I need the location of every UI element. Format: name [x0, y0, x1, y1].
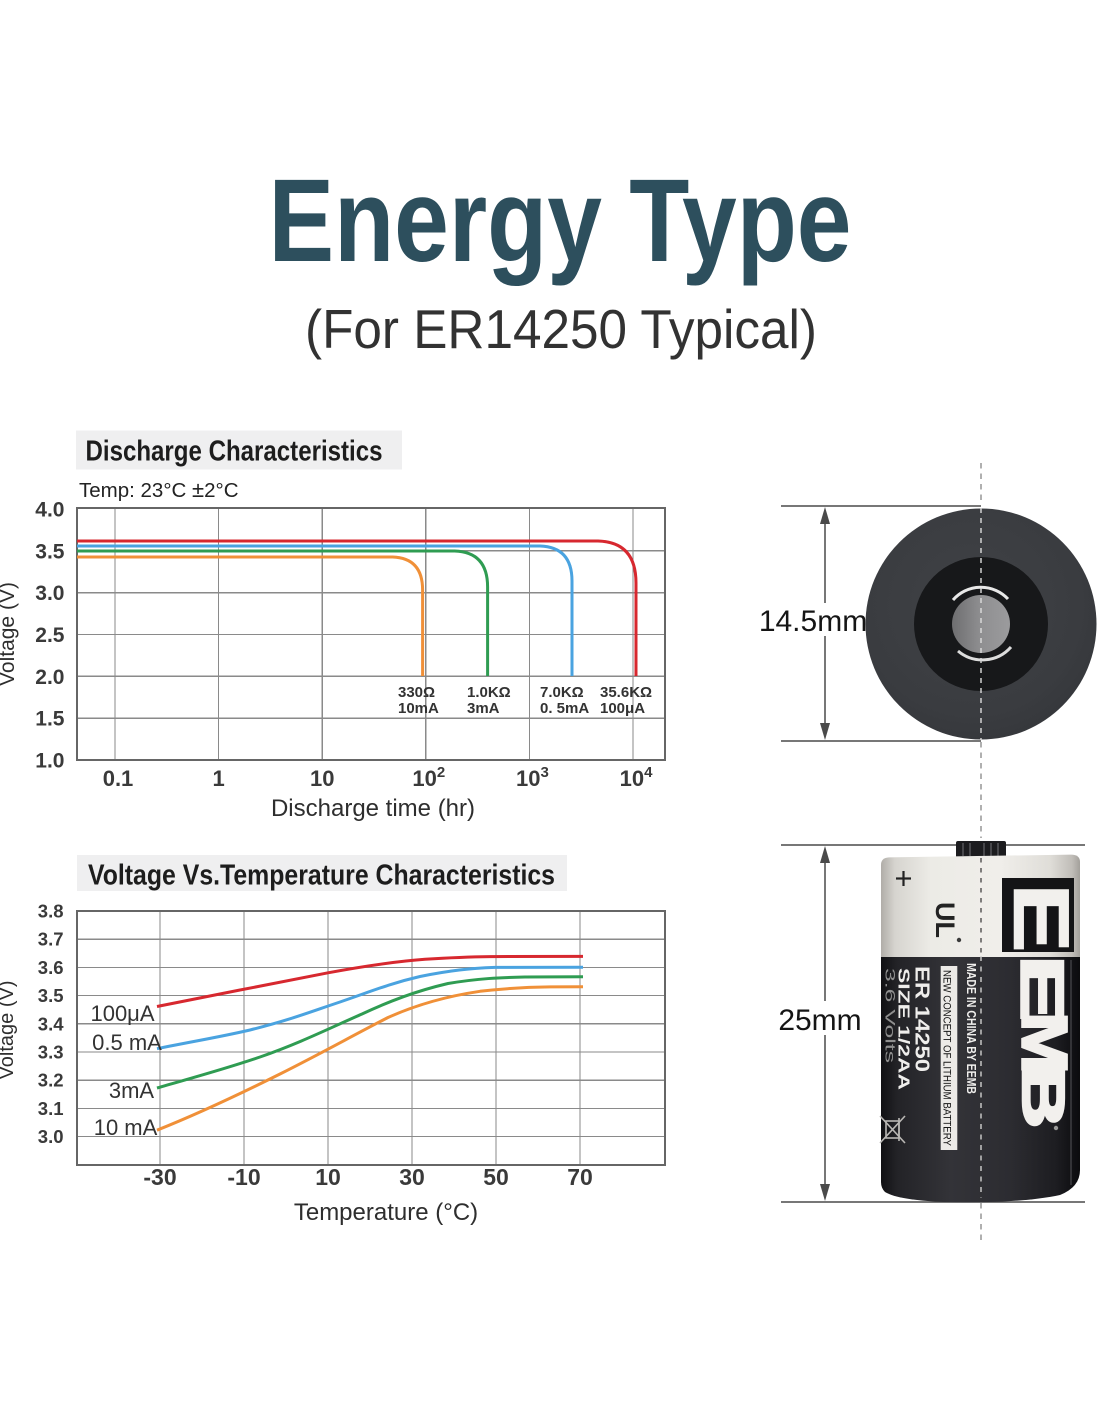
- svg-text:Energy Type: Energy Type: [269, 155, 852, 287]
- svg-text:M: M: [1009, 1012, 1081, 1074]
- svg-text:Discharge time (hr): Discharge time (hr): [271, 795, 475, 822]
- svg-text:330Ω: 330Ω: [398, 684, 435, 701]
- svg-text:50: 50: [483, 1164, 509, 1190]
- svg-text:35.6KΩ: 35.6KΩ: [600, 684, 652, 701]
- svg-text:0. 5mA: 0. 5mA: [540, 700, 589, 717]
- svg-text:3mA: 3mA: [467, 700, 500, 717]
- svg-text:Temperature (°C): Temperature (°C): [294, 1199, 478, 1226]
- svg-text:E: E: [1008, 955, 1076, 1020]
- svg-text:E: E: [998, 883, 1085, 952]
- svg-text:1.0: 1.0: [35, 750, 64, 773]
- svg-text:1.0KΩ: 1.0KΩ: [467, 684, 511, 701]
- svg-text:Temp: 23°C ±2°C: Temp: 23°C ±2°C: [79, 477, 239, 502]
- svg-text:3.3: 3.3: [38, 1042, 64, 1063]
- svg-text:-30: -30: [143, 1164, 176, 1190]
- svg-text:4.0: 4.0: [35, 499, 64, 522]
- svg-text:103: 103: [516, 764, 549, 791]
- svg-text:3.0: 3.0: [35, 582, 64, 605]
- svg-text:ER 14250: ER 14250: [911, 966, 933, 1072]
- svg-text:3.8: 3.8: [38, 901, 64, 922]
- svg-text:10 mA: 10 mA: [94, 1115, 158, 1140]
- svg-text:3.5: 3.5: [38, 985, 64, 1006]
- svg-text:(For ER14250 Typical): (For ER14250 Typical): [305, 298, 817, 360]
- svg-text:3.6 Volts: 3.6 Volts: [883, 968, 899, 1063]
- svg-text:2.5: 2.5: [35, 624, 65, 647]
- svg-text:3.5: 3.5: [35, 540, 65, 563]
- svg-text:10: 10: [310, 766, 334, 791]
- svg-text:2.0: 2.0: [35, 666, 64, 689]
- svg-text:3.7: 3.7: [38, 929, 64, 950]
- svg-text:UL: UL: [930, 902, 960, 938]
- svg-text:14.5mm: 14.5mm: [759, 605, 867, 638]
- svg-text:SIZE 1/2AA: SIZE 1/2AA: [895, 968, 912, 1091]
- svg-text:1.5: 1.5: [35, 708, 65, 731]
- svg-text:0.5 mA: 0.5 mA: [92, 1030, 162, 1055]
- svg-text:Discharge Characteristics: Discharge Characteristics: [86, 436, 383, 468]
- svg-text:3.0: 3.0: [38, 1126, 64, 1147]
- svg-text:0.1: 0.1: [103, 766, 134, 791]
- svg-text:100μA: 100μA: [600, 700, 645, 717]
- svg-text:NEW CONCEPT OF LITHIUM BATTERY: NEW CONCEPT OF LITHIUM BATTERY: [941, 970, 953, 1147]
- svg-text:1: 1: [212, 766, 224, 791]
- svg-text:102: 102: [412, 764, 445, 791]
- svg-text:Voltage (V): Voltage (V): [0, 582, 19, 686]
- svg-text:100μA: 100μA: [90, 1001, 154, 1026]
- svg-text:3.4: 3.4: [38, 1013, 64, 1034]
- svg-text:10mA: 10mA: [398, 700, 439, 717]
- svg-text:25mm: 25mm: [778, 1004, 861, 1037]
- svg-text:-10: -10: [227, 1164, 260, 1190]
- svg-text:3.2: 3.2: [38, 1070, 64, 1091]
- svg-text:Voltage (V): Voltage (V): [0, 981, 18, 1080]
- svg-text:B: B: [1010, 1065, 1076, 1129]
- svg-text:7.0KΩ: 7.0KΩ: [540, 684, 584, 701]
- svg-text:30: 30: [399, 1164, 425, 1190]
- svg-text:3mA: 3mA: [109, 1078, 155, 1103]
- svg-text:10: 10: [315, 1164, 341, 1190]
- svg-text:104: 104: [620, 764, 653, 791]
- svg-text:MADE IN CHINA BY EEMB: MADE IN CHINA BY EEMB: [964, 963, 978, 1094]
- svg-text:3.6: 3.6: [38, 957, 64, 978]
- svg-text:3.1: 3.1: [38, 1098, 64, 1119]
- svg-text:Voltage Vs.Temperature Charact: Voltage Vs.Temperature Characteristics: [88, 860, 555, 892]
- svg-text:70: 70: [567, 1164, 593, 1190]
